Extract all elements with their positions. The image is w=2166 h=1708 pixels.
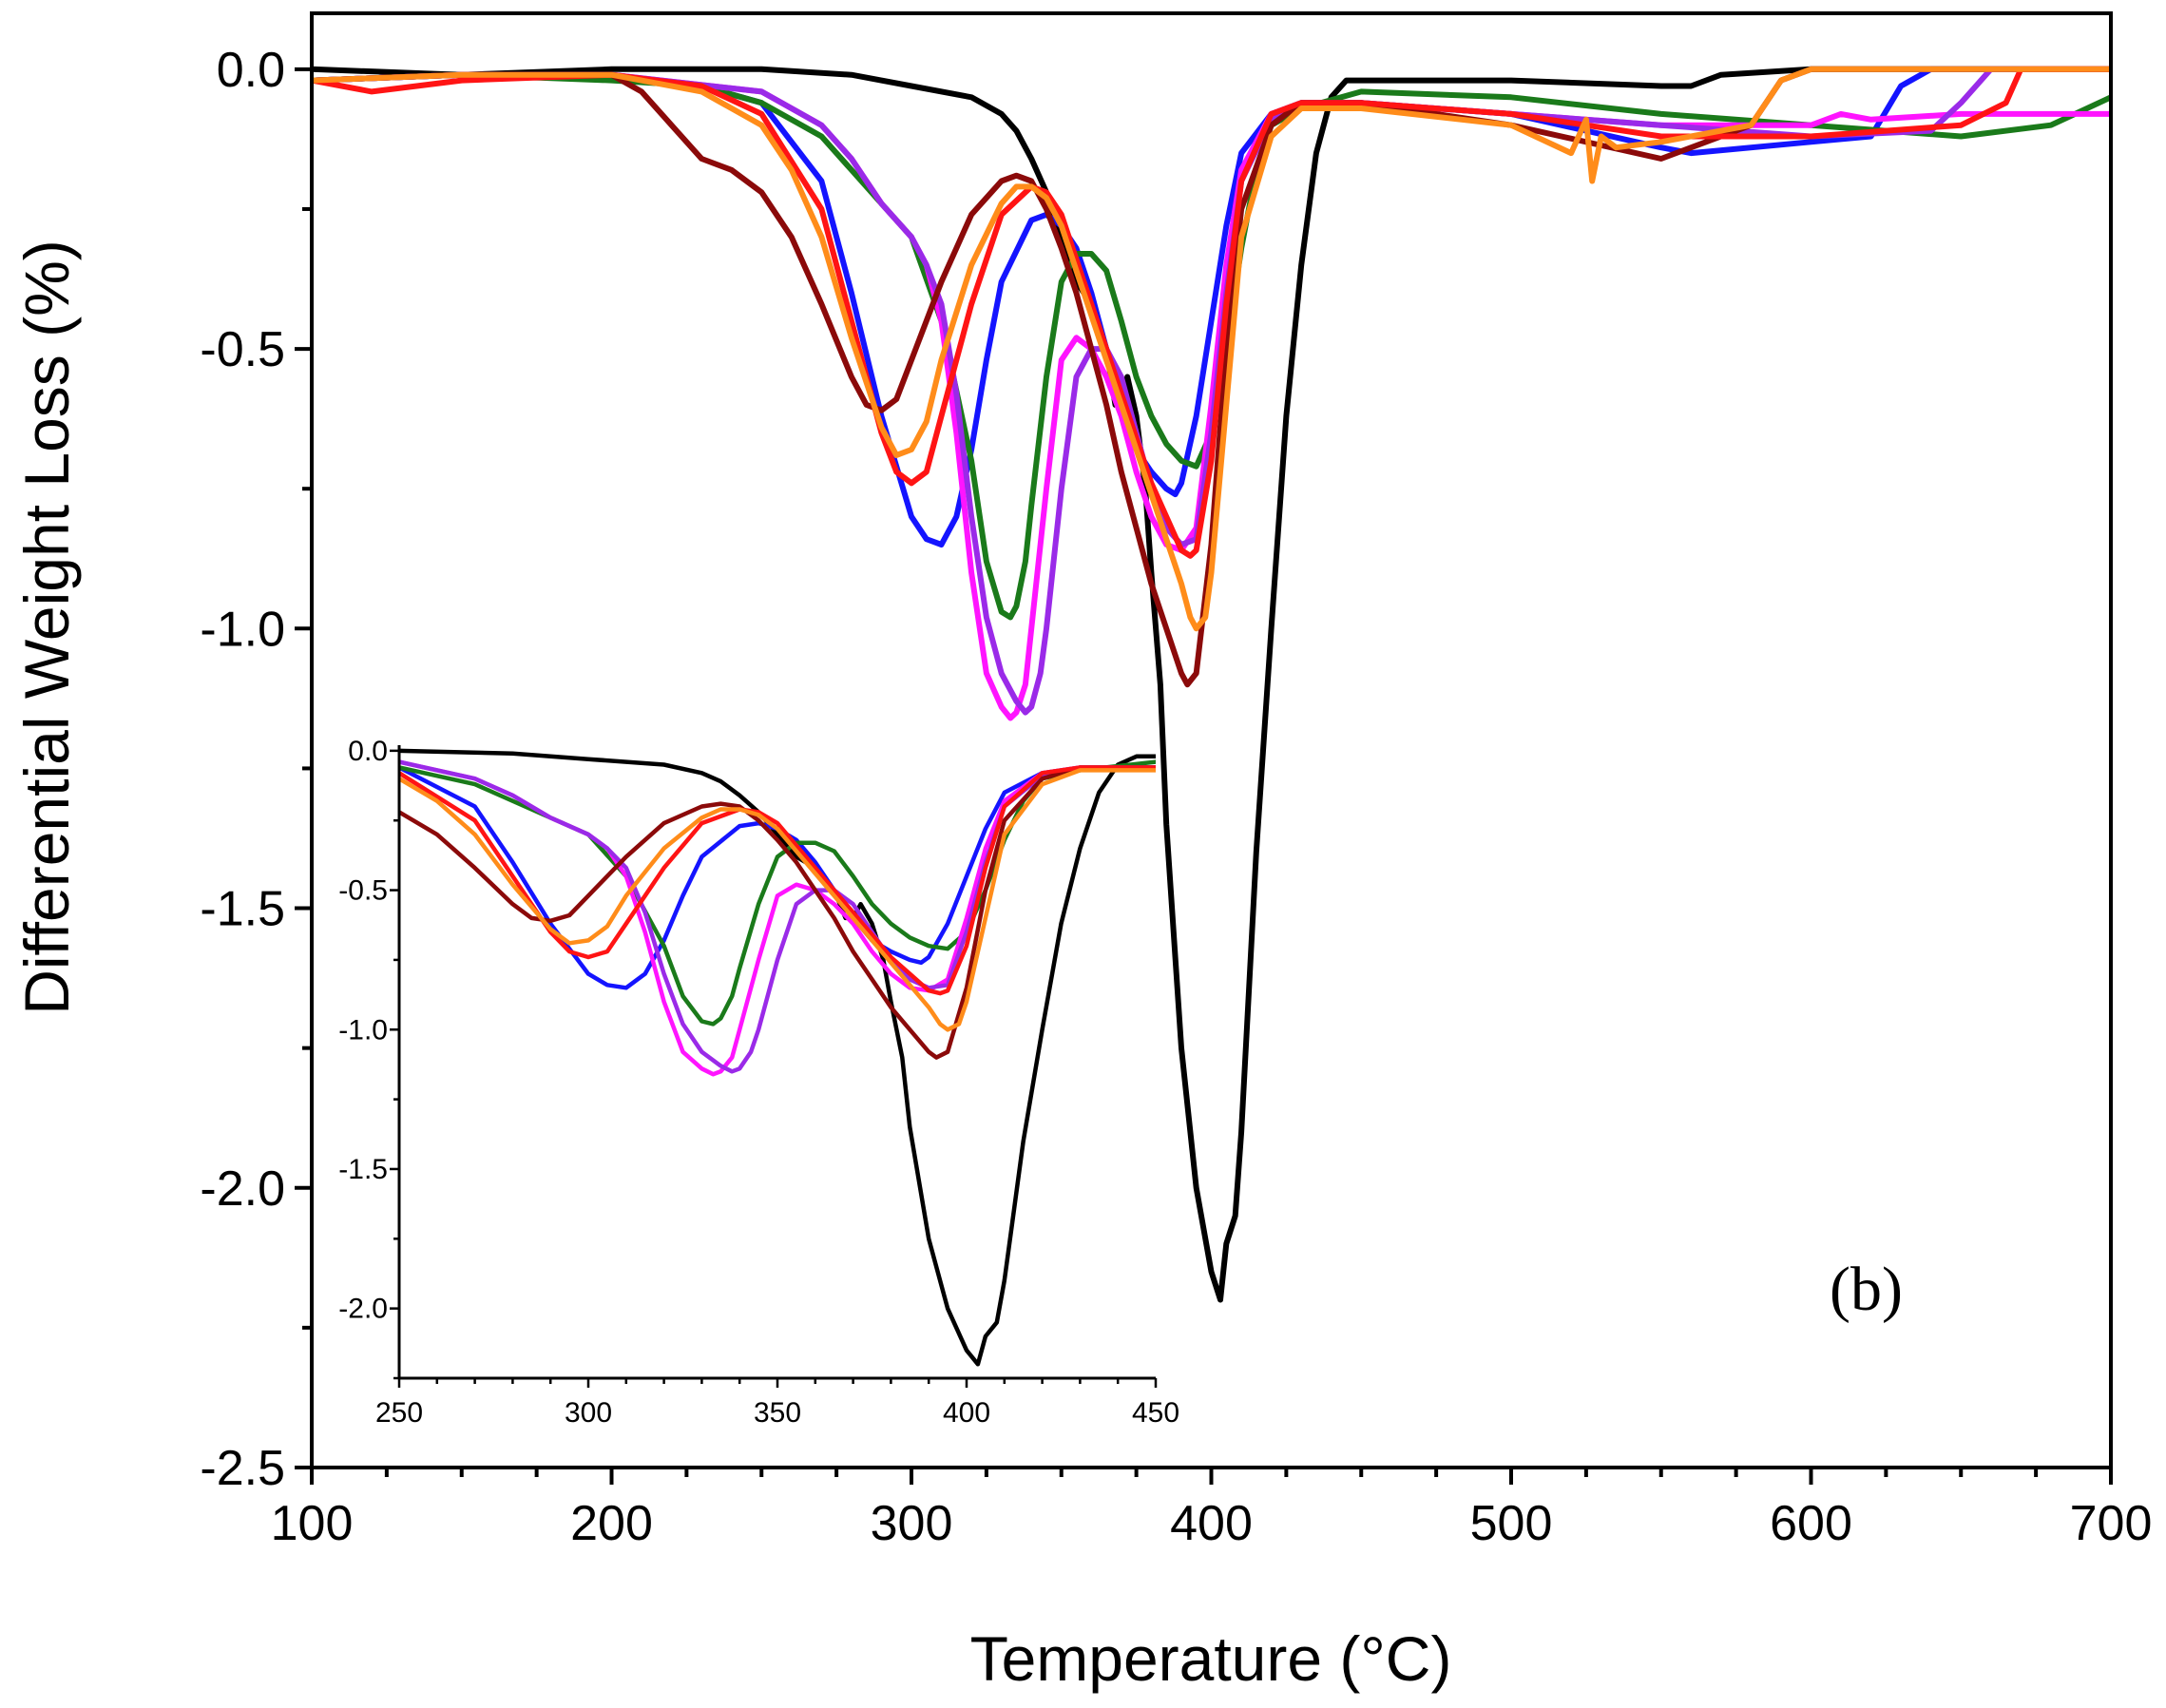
inset-y-tick-label: -1.0: [338, 1014, 388, 1046]
inset-series-red: [399, 765, 1156, 996]
inset-y-tick-label: -0.5: [338, 875, 388, 907]
series-red: [312, 66, 2111, 559]
inset-y-tick-label: -2.0: [338, 1294, 388, 1325]
y-tick-label: -2.5: [200, 1441, 285, 1496]
x-tick-label: 400: [1170, 1496, 1253, 1551]
inset-x-tick-label: 250: [375, 1397, 423, 1429]
x-axis-label: Temperature (°C): [970, 1623, 1452, 1694]
y-tick-label: -2.0: [200, 1161, 285, 1217]
inset-series-green: [399, 759, 1156, 1027]
y-tick-label: -1.5: [200, 882, 285, 937]
y-axis-label: Differential Weight Loss (%): [11, 240, 82, 1015]
x-tick-label: 700: [2070, 1496, 2153, 1551]
inset-x-tick-label: 350: [754, 1397, 801, 1429]
x-tick-label: 600: [1770, 1496, 1852, 1551]
series-black: [312, 66, 2111, 1303]
main-plot: 100 200 300 400 500 600 700 0.0 -0.5 -1.0 -1.5 -2.…: [11, 11, 2153, 1694]
series-magenta: [312, 71, 2111, 721]
x-tick-label: 500: [1470, 1496, 1553, 1551]
inset-x-tick-label: 400: [943, 1397, 990, 1429]
y-tick-label: -1.0: [200, 602, 285, 657]
series-orange: [312, 66, 2111, 632]
inset-y-tick-label: -1.5: [338, 1154, 388, 1185]
inset-series-darkred: [399, 765, 1156, 1060]
y-tick-label: 0.0: [217, 43, 285, 98]
inset-series-purple: [399, 759, 1156, 1074]
x-tick-label: 100: [271, 1496, 354, 1551]
inset-x-tick-label: 450: [1132, 1397, 1179, 1429]
inset-series-blue: [399, 765, 1156, 990]
inset-series-orange: [399, 768, 1156, 1032]
panel-label: (b): [1830, 1255, 1903, 1324]
inset-x-tick-label: 300: [565, 1397, 612, 1429]
inset-y-tick-label: 0.0: [348, 736, 388, 767]
x-tick-label: 200: [570, 1496, 653, 1551]
inset-series-black: [399, 748, 1156, 1367]
y-tick-label: -0.5: [200, 322, 285, 377]
x-tick-label: 300: [871, 1496, 953, 1551]
main-plot-frame: [310, 11, 2113, 1469]
inset-plot: 250 300 350 400 450 0.0 -0.5 -1.0 -1.5 -2.0: [338, 736, 1179, 1429]
